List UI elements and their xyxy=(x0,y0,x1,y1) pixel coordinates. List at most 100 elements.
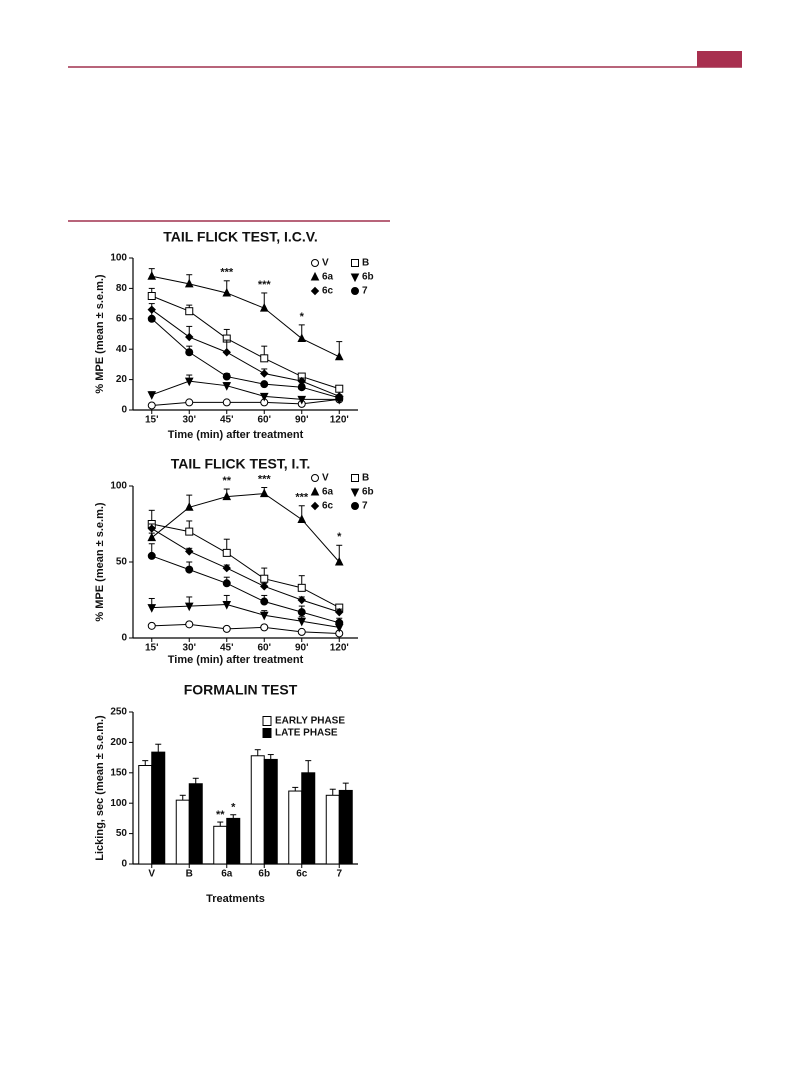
y-tick-label: 250 xyxy=(110,707,127,718)
bar xyxy=(263,758,278,865)
marker xyxy=(259,611,269,621)
legend-marker xyxy=(311,259,319,267)
marker xyxy=(184,502,194,511)
marker xyxy=(222,548,231,557)
marker xyxy=(147,551,156,560)
marker xyxy=(185,527,194,536)
marker xyxy=(335,618,344,627)
marker xyxy=(185,332,194,342)
y-tick-label: 60 xyxy=(116,313,128,324)
series-line xyxy=(151,318,340,399)
marker xyxy=(222,601,232,610)
legend-marker xyxy=(311,474,319,482)
annotation: *** xyxy=(295,492,309,504)
marker xyxy=(260,380,269,389)
marker xyxy=(335,393,344,402)
marker xyxy=(297,383,306,392)
y-axis-label: % MPE (mean ± s.e.m.) xyxy=(94,274,106,393)
series-line xyxy=(151,398,340,406)
x-tick-label: 7 xyxy=(336,869,342,880)
marker xyxy=(297,617,307,627)
legend-label: 6b xyxy=(362,487,374,498)
bar xyxy=(250,755,265,865)
marker xyxy=(147,532,157,542)
marker xyxy=(222,624,231,633)
legend-label: 6b xyxy=(362,272,374,283)
legend-marker xyxy=(310,286,320,296)
marker xyxy=(222,491,232,501)
legend-label: 6c xyxy=(322,501,334,512)
bar xyxy=(288,790,303,865)
y-tick-label: 100 xyxy=(110,481,127,492)
marker xyxy=(147,314,156,323)
series-line xyxy=(151,555,340,624)
marker xyxy=(185,348,194,357)
marker xyxy=(222,382,232,391)
y-tick-label: 150 xyxy=(110,767,127,778)
marker xyxy=(222,579,231,588)
bar xyxy=(188,783,203,865)
series-line xyxy=(151,275,340,358)
x-tick-label: 45' xyxy=(220,415,234,426)
bar xyxy=(338,789,353,865)
x-tick-label: 90' xyxy=(295,415,309,426)
x-tick-label: 6b xyxy=(258,869,270,880)
y-tick-label: 80 xyxy=(116,283,128,294)
x-tick-label: 6a xyxy=(221,869,233,880)
legend-label: LATE PHASE xyxy=(275,728,338,739)
marker xyxy=(297,395,307,405)
marker xyxy=(334,556,344,566)
header-tab xyxy=(697,51,742,67)
x-tick-label: 120' xyxy=(330,415,349,426)
marker xyxy=(222,563,231,573)
legend-label: 7 xyxy=(362,286,368,297)
legend-label: V xyxy=(322,473,329,484)
legend-label: 6a xyxy=(322,272,334,283)
legend-marker xyxy=(351,287,359,295)
series-line xyxy=(151,523,340,609)
legend-marker xyxy=(351,259,359,267)
x-tick-label: 6c xyxy=(296,869,308,880)
marker xyxy=(297,608,306,617)
y-axis-label: % MPE (mean ± s.e.m.) xyxy=(94,502,106,621)
annotation: ** xyxy=(222,475,231,487)
marker xyxy=(334,351,344,361)
legend-label: 7 xyxy=(362,501,368,512)
y-tick-label: 20 xyxy=(116,374,128,385)
marker xyxy=(260,597,269,606)
series-line xyxy=(151,309,340,397)
legend-label: B xyxy=(362,258,369,269)
marker xyxy=(147,524,156,533)
marker xyxy=(185,620,194,629)
y-tick-label: 0 xyxy=(121,405,127,416)
legend-marker xyxy=(350,488,360,498)
bar xyxy=(213,825,228,865)
y-tick-label: 50 xyxy=(116,557,128,568)
marker xyxy=(185,565,194,574)
bar xyxy=(301,772,316,865)
marker xyxy=(260,369,269,378)
legend-marker xyxy=(350,273,360,283)
marker xyxy=(259,303,269,312)
marker xyxy=(222,287,232,297)
annotation: * xyxy=(231,802,236,814)
legend-swatch xyxy=(262,716,272,726)
x-tick-label: 45' xyxy=(220,643,234,654)
annotation: * xyxy=(300,311,305,323)
marker xyxy=(259,392,269,402)
legend-swatch xyxy=(262,728,272,738)
marker xyxy=(297,595,306,605)
y-tick-label: 100 xyxy=(110,253,127,264)
marker xyxy=(297,514,307,523)
x-tick-label: 60' xyxy=(257,415,271,426)
x-tick-label: V xyxy=(148,869,155,880)
marker xyxy=(147,391,157,400)
marker xyxy=(297,627,306,636)
y-axis-label: Licking, sec (mean ± s.e.m.) xyxy=(94,715,106,861)
x-tick-label: B xyxy=(186,869,193,880)
marker xyxy=(259,488,269,498)
marker xyxy=(147,401,156,410)
marker xyxy=(222,398,231,407)
